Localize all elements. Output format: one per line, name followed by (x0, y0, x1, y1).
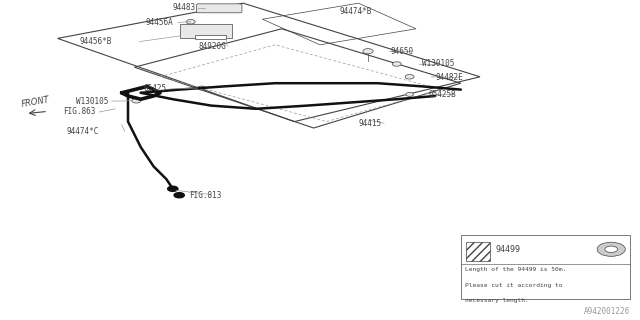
Text: 94499: 94499 (496, 245, 521, 254)
FancyBboxPatch shape (196, 4, 242, 13)
Text: 65425B: 65425B (429, 90, 456, 99)
Text: Please cut it according to: Please cut it according to (465, 283, 562, 288)
Text: Length of the 94499 is 50m.: Length of the 94499 is 50m. (465, 267, 566, 272)
Text: 94474*C: 94474*C (67, 127, 99, 136)
Circle shape (406, 92, 413, 96)
Text: 65425: 65425 (143, 84, 166, 93)
FancyBboxPatch shape (180, 24, 232, 38)
Text: 94483: 94483 (172, 4, 195, 12)
Text: 94415: 94415 (358, 119, 381, 128)
Text: necessary length.: necessary length. (465, 298, 529, 303)
Circle shape (174, 193, 184, 198)
Circle shape (198, 86, 205, 90)
Circle shape (597, 242, 625, 256)
Circle shape (363, 49, 373, 54)
Circle shape (605, 246, 618, 252)
Text: FIG.863: FIG.863 (63, 108, 96, 116)
Circle shape (405, 75, 414, 79)
Text: 94456*B: 94456*B (79, 37, 112, 46)
Circle shape (132, 99, 141, 103)
Text: A942001226: A942001226 (584, 307, 630, 316)
Text: FRONT: FRONT (20, 95, 50, 109)
Text: W130105: W130105 (76, 97, 109, 106)
Text: FIG.813: FIG.813 (189, 191, 221, 200)
FancyBboxPatch shape (461, 235, 630, 299)
Text: 84920G: 84920G (198, 42, 226, 51)
Text: 94650: 94650 (390, 47, 413, 56)
Text: 94474*B: 94474*B (339, 7, 372, 16)
Text: W130105: W130105 (422, 60, 455, 68)
FancyBboxPatch shape (195, 35, 226, 39)
Circle shape (392, 62, 401, 66)
Circle shape (168, 186, 178, 191)
Text: 94456A: 94456A (145, 18, 173, 27)
Circle shape (186, 20, 195, 24)
FancyBboxPatch shape (466, 242, 490, 261)
Text: 94482E: 94482E (435, 73, 463, 82)
